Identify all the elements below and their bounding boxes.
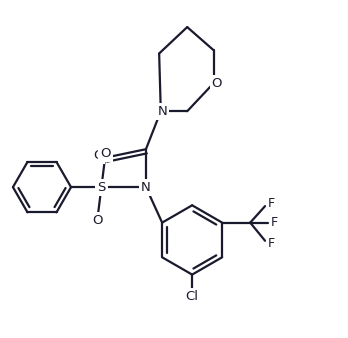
Text: F: F: [268, 197, 275, 210]
Text: F: F: [268, 237, 275, 250]
Text: F: F: [271, 216, 278, 229]
Text: N: N: [141, 180, 151, 194]
Text: O: O: [212, 77, 222, 90]
Text: O: O: [92, 214, 102, 227]
Text: O: O: [101, 147, 111, 160]
Text: S: S: [97, 180, 105, 194]
Text: Cl: Cl: [185, 290, 199, 303]
Text: O: O: [93, 149, 103, 162]
Text: N: N: [158, 105, 167, 118]
